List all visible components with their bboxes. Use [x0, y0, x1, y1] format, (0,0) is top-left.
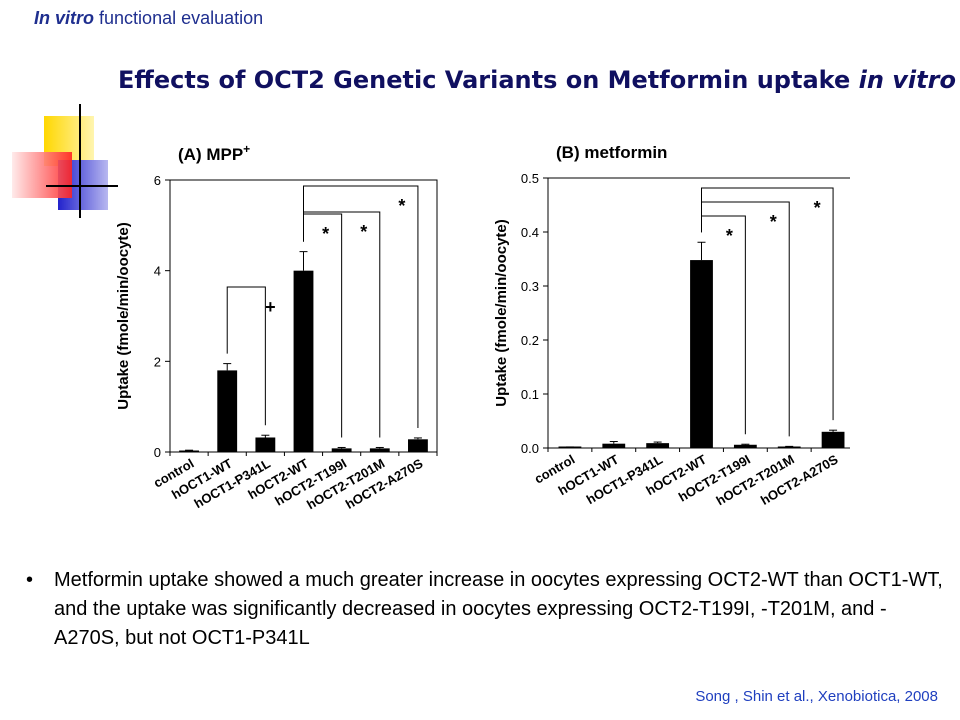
citation: Song , Shin et al., Xenobiotica, 2008	[695, 688, 938, 705]
bullet-text: Metformin uptake showed a much greater i…	[54, 569, 943, 649]
significance-bracket	[226, 286, 266, 426]
significance-marker: *	[726, 226, 733, 246]
bar	[293, 270, 314, 452]
bar	[777, 446, 801, 448]
bar	[331, 448, 352, 452]
significance-marker: *	[814, 198, 821, 218]
bar	[408, 439, 428, 452]
y-axis-label: Uptake (fmole/min/oocyte)	[115, 222, 132, 410]
chart-title: (B) metformin	[556, 143, 667, 162]
bar	[646, 443, 670, 448]
y-tick-label: 6	[154, 173, 161, 188]
section-label-rest: functional evaluation	[99, 8, 264, 28]
significance-marker: *	[770, 212, 777, 232]
y-tick-label: 0.1	[521, 387, 539, 402]
slide-title: Effects of OCT2 Genetic Variants on Metf…	[118, 66, 956, 94]
chart-title-superscript: +	[243, 142, 250, 156]
bar	[690, 260, 713, 448]
bar	[733, 444, 757, 448]
bar	[602, 443, 626, 448]
chart-title: (A) MPP+	[178, 142, 250, 164]
section-label: In vitro functional evaluation	[34, 8, 263, 29]
significance-bracket	[303, 185, 419, 428]
y-tick-label: 4	[154, 264, 161, 279]
bullet-marker: •	[26, 569, 34, 591]
section-label-italic: In vitro	[34, 8, 95, 28]
y-tick-label: 0.4	[521, 225, 539, 240]
y-tick-label: 2	[154, 354, 161, 369]
slide-title-main: Effects of OCT2 Genetic Variants on Metf…	[118, 66, 859, 94]
chart-b-metformin: (B) metformin 0.0 0.1 0.2 0.3 0.4 0.5 Uptake (f…	[493, 143, 850, 508]
significance-marker: *	[360, 222, 367, 242]
significance-bracket	[701, 187, 834, 421]
y-axis-label: Uptake (fmole/min/oocyte)	[493, 219, 510, 407]
bar	[821, 431, 845, 448]
significance-marker: *	[398, 196, 405, 216]
significance-marker: +	[265, 297, 276, 317]
bar	[179, 450, 199, 452]
y-tick-label: 0.5	[521, 171, 539, 186]
y-tick-label: 0.3	[521, 279, 539, 294]
y-tick-label: 0	[154, 445, 161, 460]
decorative-squares-icon	[12, 104, 118, 218]
y-tick-label: 0.2	[521, 333, 539, 348]
bar	[369, 448, 390, 452]
slide-title-italic: in vitro	[858, 66, 956, 94]
bar	[255, 437, 276, 452]
y-tick-label: 0.0	[521, 441, 539, 456]
significance-marker: *	[322, 224, 329, 244]
bar	[217, 370, 238, 452]
